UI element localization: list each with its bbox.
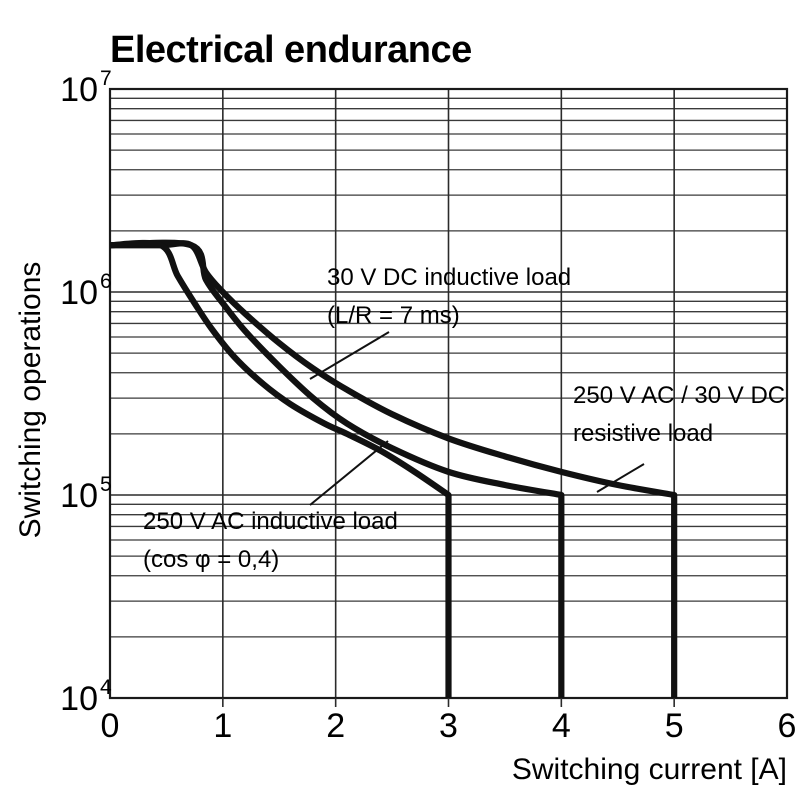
y-tick-exponent-5: 5	[100, 473, 112, 496]
annotation-resistive: 250 V AC / 30 V DC resistive load	[573, 382, 785, 447]
annotation-dc-inductive: 30 V DC inductive load (L/R = 7 ms)	[327, 264, 571, 329]
x-axis-label: Switching current [A]	[512, 753, 787, 786]
x-tick-label-5: 5	[665, 707, 684, 745]
x-tick-label-1: 1	[213, 707, 232, 745]
page-title: Electrical endurance	[110, 29, 472, 71]
x-tick-label-4: 4	[552, 707, 571, 745]
x-tick-label-0: 0	[101, 707, 120, 745]
annot-dc-inductive-line1: 30 V DC inductive load	[327, 264, 571, 291]
annot-ac-inductive-line1: 250 V AC inductive load	[143, 508, 398, 535]
annotation-ac-inductive: 250 V AC inductive load (cos φ = 0,4)	[143, 508, 398, 573]
leader-dc-inductive	[309, 331, 390, 380]
y-tick-exponent-6: 6	[100, 270, 112, 293]
leader-resistive	[596, 463, 645, 493]
annot-resistive-line1: 250 V AC / 30 V DC	[573, 382, 785, 409]
y-tick-exponent-7: 7	[100, 67, 112, 90]
annot-ac-inductive-line2: (cos φ = 0,4)	[143, 546, 279, 573]
x-tick-label-3: 3	[439, 707, 458, 745]
x-tick-label-6: 6	[778, 707, 797, 745]
x-tick-label-2: 2	[326, 707, 345, 745]
y-tick-label-1e7: 10	[60, 71, 98, 109]
y-tick-label-1e5: 10	[60, 477, 98, 515]
x-tick-marks	[222, 698, 675, 707]
x-tick-labels: 0 1 2 3 4 5 6	[101, 707, 797, 745]
leader-ac-inductive	[309, 440, 389, 506]
data-curves	[109, 239, 678, 698]
y-tick-label-1e6: 10	[60, 274, 98, 312]
y-tick-label-1e4: 10	[60, 680, 98, 718]
curve-series-1	[109, 239, 565, 698]
curve-series-2	[109, 239, 452, 698]
annot-dc-inductive-line2: (L/R = 7 ms)	[327, 302, 460, 329]
y-tick-exponent-4: 4	[100, 676, 112, 699]
annot-resistive-line2: resistive load	[573, 420, 713, 447]
leader-lines	[309, 331, 645, 506]
y-axis-label: Switching operations	[14, 262, 47, 539]
